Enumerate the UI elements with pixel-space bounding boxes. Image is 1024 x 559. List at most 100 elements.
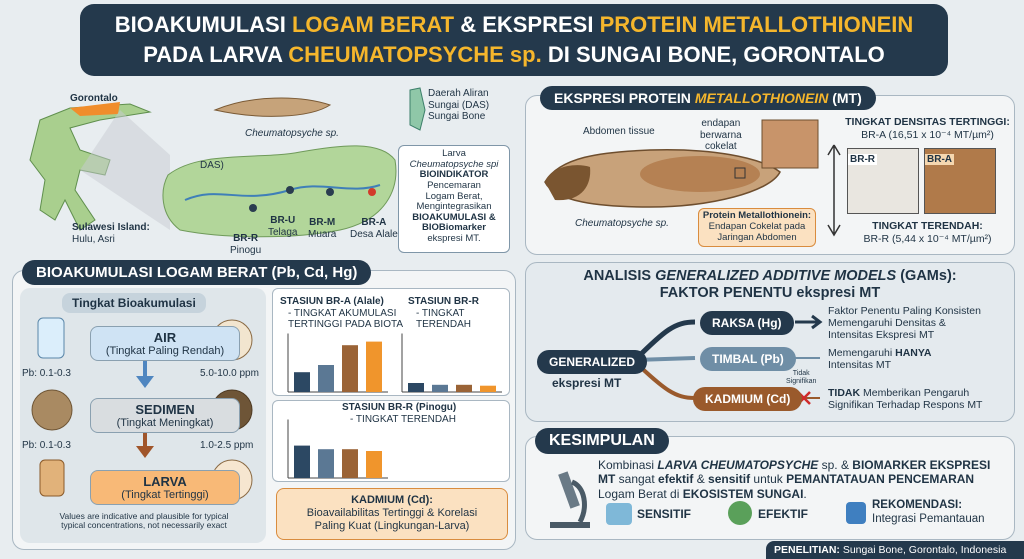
highest-title: TINGKAT DENSITAS TERTINGGI: <box>845 116 1010 128</box>
chart-title: STASIUN BR-R (Pinogu) - TINGKAT TERENDAH <box>342 402 456 425</box>
microscope <box>550 471 590 528</box>
title-part: ANALISIS <box>583 268 656 284</box>
factor-chip: KADMIUM (Cd) <box>693 387 803 411</box>
level-name: LARVA <box>143 474 187 489</box>
conclusion-part: sensitif <box>708 472 751 487</box>
node-text: GENERALIZED <box>549 355 636 369</box>
effect-part: Memberikan Pengaruh <box>860 387 970 399</box>
tissue <box>640 156 760 192</box>
map-label: Gorontalo <box>70 93 118 104</box>
gam-subtitle: FAKTOR PENENTU ekspresi MT <box>659 285 881 302</box>
info-box: Larva Cheumatopsyche spi BIOINDIKATOR Pence… <box>398 145 510 253</box>
rec-title: REKOMENDASI: <box>872 499 963 511</box>
badge: EFEKTIF <box>758 507 808 521</box>
info-line: BIOBiomarker <box>422 222 486 234</box>
info-line: Mengintegrasikan <box>416 201 492 213</box>
conclusion-part: sangat <box>615 472 659 487</box>
factor-effect: Memengaruhi HANYA Intensitas MT <box>828 347 932 371</box>
conclusion-part: . <box>803 486 807 501</box>
effect-line: Memengaruhi HANYA <box>828 347 932 359</box>
title-part: DI SUNGAI BONE, GORONTALO <box>541 42 885 67</box>
node-text: ekspresi MT <box>552 376 622 390</box>
factor-chip: RAKSA (Hg) <box>700 311 794 335</box>
bar <box>318 365 334 392</box>
info-line: Pencemaran <box>427 179 481 191</box>
thumb-icon <box>846 502 866 524</box>
box-title: Protein Metallothionein: <box>702 210 812 221</box>
lowest-value: BR-R (5,44 x 10⁻⁴ MT/µm²) <box>863 232 992 245</box>
box-text: Jaringan Abdomen <box>717 231 797 243</box>
heading-part: METALLOTHIONEIN <box>694 90 829 106</box>
recommendation: REKOMENDASI: Integrasi Pemantauan <box>872 499 985 527</box>
lowest: TINGKAT TERENDAH: BR-R (5,44 x 10⁻⁴ MT/µm… <box>845 220 1010 245</box>
arrow <box>136 430 154 458</box>
note-line: Signifikan <box>786 377 817 385</box>
legend-text: Sungai Bone <box>428 111 486 122</box>
protein-box: Protein Metallothionein: Endapan Cokelat … <box>698 208 816 247</box>
station-code: BR-R <box>233 233 259 244</box>
effect-line: Faktor Penentu Paling Konsisten <box>828 305 981 317</box>
cadmium-box: KADMIUM (Cd): Bioavailabilitas Tertinggi… <box>276 488 508 540</box>
bar <box>366 341 382 392</box>
footer-part: Sungai Bone, Gorontalo, Indonesia <box>839 544 1007 556</box>
conclusion-part: MT <box>598 472 616 487</box>
lowest-title: TINGKAT TERENDAH: <box>872 220 983 232</box>
chart-subtitle: TERENDAH <box>416 319 472 330</box>
cadmium-text: Bioavailabilitas Tertinggi & Korelasi <box>306 507 478 520</box>
conclusion-part: BIOMARKER EKSPRESI <box>852 458 991 472</box>
title-part: GENERALIZED ADDITIVE MODELS <box>655 268 897 284</box>
chart-title-text: STASIUN BR-R (Pinogu) <box>342 402 457 413</box>
conclusion-part: & <box>693 472 709 487</box>
cadmium-text: Paling Kuat (Lingkungan-Larva) <box>314 520 470 533</box>
label-line: berwarna <box>700 129 742 141</box>
eco-icon <box>728 501 752 525</box>
legend: Daerah Aliran Sungai (DAS) Sungai Bone <box>428 88 508 123</box>
bar <box>432 384 448 392</box>
effect-line: Memengaruhi Densitas & <box>828 317 946 330</box>
river-icon <box>606 503 632 525</box>
level-desc: (Tingkat Tertinggi) <box>121 489 209 501</box>
highest-value: BR-A (16,51 x 10⁻⁴ MT/µm²) <box>861 128 994 141</box>
arrow <box>136 360 154 388</box>
title-part: (GAMs): <box>896 268 957 284</box>
sample-image: BR-R <box>847 148 919 214</box>
section-heading: EKSPRESI PROTEIN METALLOTHIONEIN (MT) <box>540 86 876 110</box>
label: Abdomen tissue <box>583 126 655 137</box>
title-line: PADA LARVA CHEUMATOPSYCHE sp. DI SUNGAI … <box>80 40 948 70</box>
note-line: typical concentrations, not necessarily … <box>61 520 227 531</box>
station: BR-U Telaga <box>268 215 297 238</box>
footer: PENELITIAN: Sungai Bone, Gorontalo, Indo… <box>766 541 1024 559</box>
station-name: Telaga <box>268 226 298 238</box>
sample-label: BR-A <box>925 154 954 165</box>
station: BR-A Desa Alale <box>350 217 398 240</box>
watershed <box>162 145 397 238</box>
station-name: Muara <box>308 228 337 240</box>
station: BR-R Pinogu <box>230 233 261 256</box>
conclusion-part: Kombinasi <box>598 458 658 472</box>
sediment-circle <box>31 389 73 431</box>
title-part: & EKSPRESI <box>454 12 600 37</box>
level-desc: (Tingkat Meningkat) <box>116 417 214 429</box>
larva-jar <box>39 459 65 497</box>
density-arrow <box>827 144 841 237</box>
chart-subtitle: - TINGKAT <box>416 307 465 319</box>
section-heading: KESIMPULAN <box>535 428 669 454</box>
level-desc: (Tingkat Paling Rendah) <box>105 345 225 357</box>
title-part: CHEUMATOPSYCHE sp. <box>288 42 542 67</box>
level-box: AIR (Tingkat Paling Rendah) <box>90 326 240 361</box>
conclusion-line: MT sangat efektif & sensitif untuk PEMAN… <box>598 472 1008 486</box>
chart-box <box>272 288 510 396</box>
note-line: Values are indicative and plausible for … <box>59 511 229 521</box>
section-heading: BIOAKUMULASI LOGAM BERAT (Pb, Cd, Hg) <box>22 260 372 285</box>
info-line: Larva <box>442 148 466 159</box>
tissue-zoom <box>761 119 819 169</box>
badge: SENSITIF <box>637 507 692 521</box>
cadmium-title: KADMIUM (Cd): <box>351 494 433 506</box>
legend-text: Sungai (DAS) <box>428 99 490 111</box>
level-left: Pb: 0.1-0.3 <box>22 440 71 451</box>
effect-part: TIDAK <box>828 387 861 399</box>
info-line: ekspresi MT. <box>427 233 481 244</box>
bar-charts <box>287 333 502 479</box>
chart-title-text: STASIUN BR-R <box>408 296 479 307</box>
